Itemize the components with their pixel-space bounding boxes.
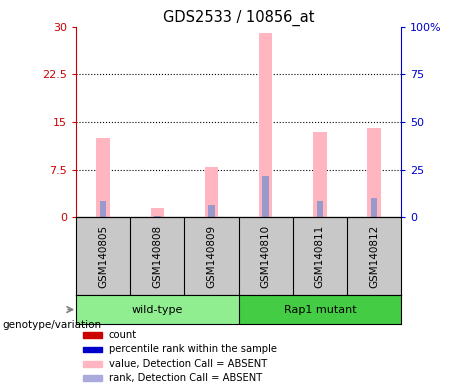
Text: Rap1 mutant: Rap1 mutant [284,305,356,314]
Bar [313,132,326,217]
Bar [83,361,102,367]
Text: rank, Detection Call = ABSENT: rank, Detection Call = ABSENT [109,373,262,383]
Bar [83,332,102,338]
Text: value, Detection Call = ABSENT: value, Detection Call = ABSENT [109,359,267,369]
Text: GSM140811: GSM140811 [315,224,325,288]
Bar [239,295,401,324]
Bar [83,375,102,381]
Text: genotype/variation: genotype/variation [2,320,101,330]
Bar [205,167,218,217]
Title: GDS2533 / 10856_at: GDS2533 / 10856_at [163,9,314,25]
Bar [208,205,215,217]
Bar [317,202,323,217]
Text: GSM140810: GSM140810 [260,225,271,288]
Bar [367,129,381,217]
Bar [96,138,110,217]
Bar [151,208,164,217]
Bar [76,295,238,324]
Text: GSM140808: GSM140808 [152,225,162,288]
Bar [100,202,106,217]
Bar [154,216,160,217]
Text: wild-type: wild-type [132,305,183,314]
Bar [259,33,272,217]
Bar [262,176,269,217]
Text: GSM140805: GSM140805 [98,225,108,288]
Text: GSM140809: GSM140809 [207,225,217,288]
Text: percentile rank within the sample: percentile rank within the sample [109,344,277,354]
Bar [371,198,377,217]
Text: count: count [109,330,137,340]
Text: GSM140812: GSM140812 [369,224,379,288]
Bar [83,346,102,353]
